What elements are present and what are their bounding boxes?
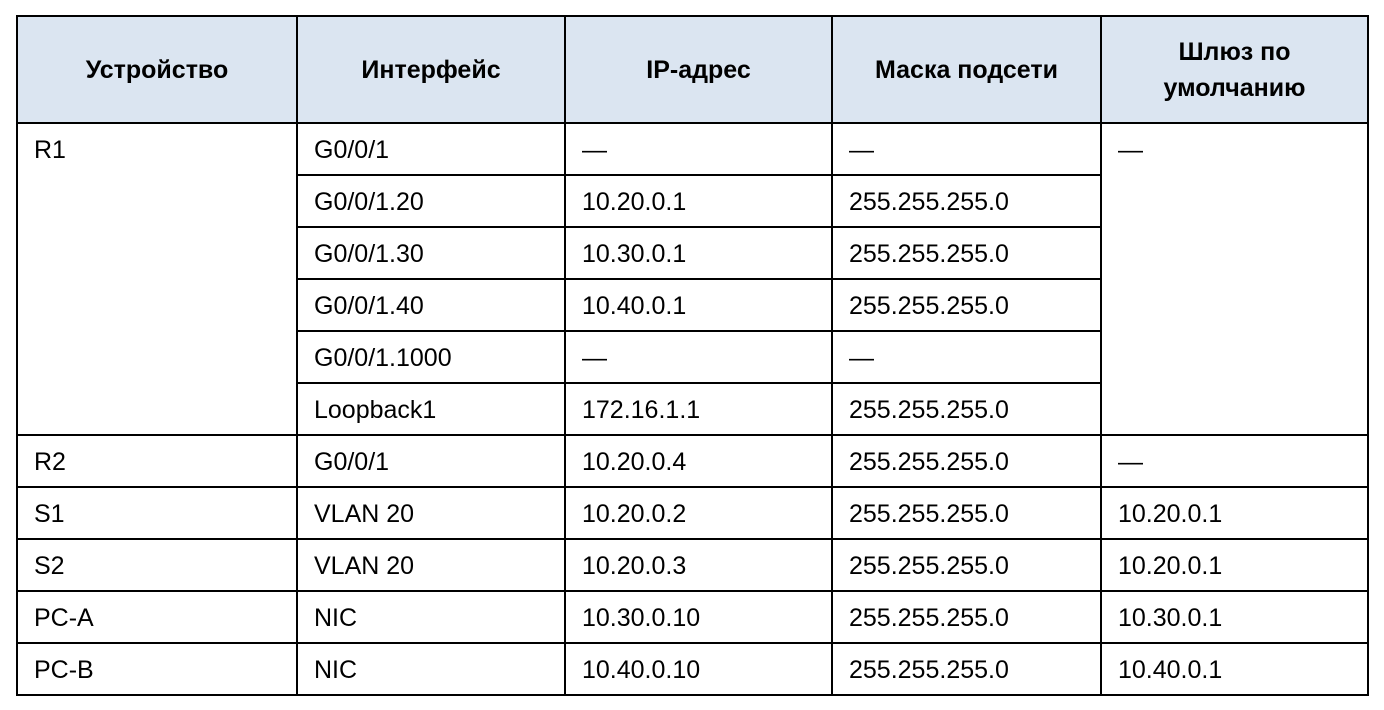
cell-mask: 255.255.255.0 <box>831 434 1102 488</box>
header-subnet-mask: Маска подсети <box>831 15 1102 124</box>
cell-mask: 255.255.255.0 <box>831 538 1102 592</box>
cell-ip: 172.16.1.1 <box>564 382 833 436</box>
cell-device: PC-B <box>16 642 298 696</box>
cell-interface: G0/0/1 <box>296 434 566 488</box>
table-header: Устройство Интерфейс IP-адрес Маска подс… <box>16 15 1369 124</box>
cell-ip: 10.20.0.2 <box>564 486 833 540</box>
table-row: G0/0/1.40 10.40.0.1 255.255.255.0 <box>17 278 1368 332</box>
cell-interface: VLAN 20 <box>296 486 566 540</box>
table-row: Loopback1 172.16.1.1 255.255.255.0 <box>17 382 1368 436</box>
cell-interface: G0/0/1.30 <box>296 226 566 280</box>
cell-mask: 255.255.255.0 <box>831 590 1102 644</box>
cell-ip: 10.20.0.1 <box>564 174 833 228</box>
table-row: R1 G0/0/1 — — — <box>16 122 1369 436</box>
cell-ip: — <box>564 122 833 176</box>
header-default-gateway: Шлюз по умолчанию <box>1100 15 1369 124</box>
cell-interface: NIC <box>296 642 566 696</box>
cell-ip: 10.20.0.4 <box>564 434 833 488</box>
header-interface: Интерфейс <box>296 15 566 124</box>
table-row: S1 VLAN 20 10.20.0.2 255.255.255.0 10.20… <box>16 486 1369 540</box>
header-row: Устройство Интерфейс IP-адрес Маска подс… <box>16 15 1369 124</box>
cell-device: R2 <box>16 434 298 488</box>
cell-gateway: — <box>1100 434 1369 488</box>
cell-mask: 255.255.255.0 <box>831 174 1102 228</box>
cell-device: S2 <box>16 538 298 592</box>
addressing-table: Устройство Интерфейс IP-адрес Маска подс… <box>16 15 1369 696</box>
cell-gateway: 10.30.0.1 <box>1100 590 1369 644</box>
cell-mask: 255.255.255.0 <box>831 642 1102 696</box>
cell-ip: — <box>564 330 833 384</box>
cell-gateway: — <box>1100 122 1369 436</box>
table-row: G0/0/1.30 10.30.0.1 255.255.255.0 <box>17 226 1368 280</box>
cell-mask: 255.255.255.0 <box>831 278 1102 332</box>
cell-gateway: 10.40.0.1 <box>1100 642 1369 696</box>
cell-interface: G0/0/1.20 <box>296 174 566 228</box>
cell-device: S1 <box>16 486 298 540</box>
cell-interface: G0/0/1 <box>296 122 566 176</box>
cell-gateway: 10.20.0.1 <box>1100 486 1369 540</box>
header-gateway-line2: умолчанию <box>1163 73 1306 102</box>
table-row: R2 G0/0/1 10.20.0.4 255.255.255.0 — <box>16 434 1369 488</box>
cell-mask: — <box>831 122 1102 176</box>
cell-mask: 255.255.255.0 <box>831 382 1102 436</box>
table-body: R1 G0/0/1 — — — G0/0/1.20 10.20.0.1 255.… <box>16 122 1369 696</box>
table-row: PC-A NIC 10.30.0.10 255.255.255.0 10.30.… <box>16 590 1369 644</box>
cell-interface: G0/0/1.1000 <box>296 330 566 384</box>
table-row: S2 VLAN 20 10.20.0.3 255.255.255.0 10.20… <box>16 538 1369 592</box>
cell-mask: 255.255.255.0 <box>831 486 1102 540</box>
cell-ip: 10.40.0.1 <box>564 278 833 332</box>
header-gateway-line1: Шлюз по <box>1178 37 1291 66</box>
header-ip-address: IP-адрес <box>564 15 833 124</box>
cell-ip: 10.20.0.3 <box>564 538 833 592</box>
table-row: PC-B NIC 10.40.0.10 255.255.255.0 10.40.… <box>16 642 1369 696</box>
table-row: G0/0/1.20 10.20.0.1 255.255.255.0 <box>17 174 1368 228</box>
table-row: G0/0/1.1000 — — <box>17 330 1368 384</box>
cell-mask: 255.255.255.0 <box>831 226 1102 280</box>
cell-gateway: 10.20.0.1 <box>1100 538 1369 592</box>
cell-ip: 10.40.0.10 <box>564 642 833 696</box>
cell-ip: 10.30.0.1 <box>564 226 833 280</box>
header-device: Устройство <box>16 15 298 124</box>
cell-mask: — <box>831 330 1102 384</box>
cell-device: R1 <box>16 122 298 436</box>
cell-ip: 10.30.0.10 <box>564 590 833 644</box>
cell-interface: G0/0/1.40 <box>296 278 566 332</box>
cell-interface: VLAN 20 <box>296 538 566 592</box>
cell-interface: NIC <box>296 590 566 644</box>
cell-interface: Loopback1 <box>296 382 566 436</box>
cell-device: PC-A <box>16 590 298 644</box>
